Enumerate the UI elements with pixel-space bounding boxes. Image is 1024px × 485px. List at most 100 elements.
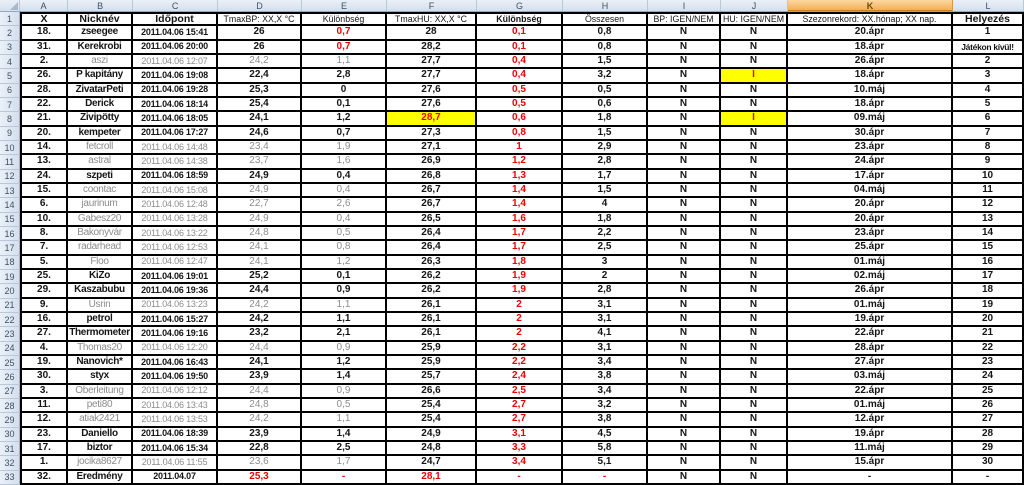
cell-k25[interactable]: 27.ápr [788,355,953,371]
cell-e4[interactable]: 1,1 [302,54,387,70]
cell-l29[interactable]: 27 [953,413,1024,428]
cell-k12[interactable]: 17.ápr [788,169,953,184]
cell-b32[interactable]: jocika8627 [68,456,133,471]
row-header-13[interactable]: 13 [0,183,20,199]
column-header-b[interactable]: B [68,0,133,11]
cell-b30[interactable]: Daniello [68,427,133,442]
cell-f31[interactable]: 24,8 [387,441,477,457]
cell-k5[interactable]: 18.ápr [788,69,953,84]
cell-e7[interactable]: 0,1 [302,97,387,113]
cell-c2[interactable]: 2011.04.06 15:41 [133,26,218,41]
cell-f3[interactable]: 28,2 [387,40,477,55]
cell-a3[interactable]: 31. [20,40,68,55]
cell-a15[interactable]: 10. [20,212,68,227]
cell-f2[interactable]: 28 [387,26,477,41]
cell-d4[interactable]: 24,2 [218,54,302,70]
cell-d3[interactable]: 26 [218,40,302,55]
cell-j21[interactable]: N [721,298,788,313]
cell-c20[interactable]: 2011.04.06 19:36 [133,284,218,299]
cell-i9[interactable]: N [648,126,721,141]
cell-f27[interactable]: 26,6 [387,384,477,399]
cell-d7[interactable]: 25,4 [218,97,302,113]
cell-a27[interactable]: 3. [20,384,68,399]
cell-j33[interactable]: N [721,470,788,485]
cell-l14[interactable]: 12 [953,198,1024,213]
cell-l33[interactable]: - [953,470,1024,485]
cell-g13[interactable]: 1,4 [477,183,563,199]
cell-g4[interactable]: 0,4 [477,54,563,70]
cell-g2[interactable]: 0,1 [477,26,563,41]
row-header-1[interactable]: 1 [0,12,20,27]
cell-l15[interactable]: 13 [953,212,1024,227]
cell-d21[interactable]: 24,2 [218,298,302,313]
cell-h21[interactable]: 3,1 [563,298,648,313]
cell-a7[interactable]: 22. [20,97,68,113]
cell-b8[interactable]: Zivipötty [68,112,133,127]
cell-d24[interactable]: 24,4 [218,341,302,356]
cell-j17[interactable]: N [721,241,788,256]
cell-l3[interactable]: Játékon kívül! [953,40,1024,55]
cell-b25[interactable]: Nanovich* [68,355,133,371]
cell-c3[interactable]: 2011.04.06 20:00 [133,40,218,55]
cell-a10[interactable]: 14. [20,140,68,156]
cell-h5[interactable]: 3,2 [563,69,648,84]
cell-d27[interactable]: 24,4 [218,384,302,399]
cell-b19[interactable]: KiZo [68,269,133,285]
cell-i10[interactable]: N [648,140,721,156]
row-header-33[interactable]: 33 [0,470,20,485]
cell-l23[interactable]: 21 [953,327,1024,342]
cell-b4[interactable]: aszi [68,54,133,70]
cell-b11[interactable]: astral [68,155,133,170]
cell-h20[interactable]: 2,8 [563,284,648,299]
cell-h2[interactable]: 0,8 [563,26,648,41]
cell-d20[interactable]: 24,4 [218,284,302,299]
cell-l13[interactable]: 11 [953,183,1024,199]
cell-j14[interactable]: N [721,198,788,213]
cell-l18[interactable]: 16 [953,255,1024,270]
column-title-cell-l1[interactable]: Helyezés [953,12,1024,27]
cell-i33[interactable]: N [648,470,721,485]
cell-a28[interactable]: 11. [20,398,68,414]
cell-i12[interactable]: N [648,169,721,184]
cell-h33[interactable]: - [563,470,648,485]
cell-i23[interactable]: N [648,327,721,342]
cell-j25[interactable]: N [721,355,788,371]
cell-h13[interactable]: 1,5 [563,183,648,199]
cell-b17[interactable]: radarhead [68,241,133,256]
cell-k2[interactable]: 20.ápr [788,26,953,41]
cell-e5[interactable]: 2,8 [302,69,387,84]
cell-a12[interactable]: 24. [20,169,68,184]
cell-a32[interactable]: 1. [20,456,68,471]
cell-l17[interactable]: 15 [953,241,1024,256]
cell-j18[interactable]: N [721,255,788,270]
cell-g5[interactable]: 0,4 [477,69,563,84]
cell-g8[interactable]: 0,6 [477,112,563,127]
cell-i11[interactable]: N [648,155,721,170]
cell-c15[interactable]: 2011.04.06 13:28 [133,212,218,227]
cell-g33[interactable]: - [477,470,563,485]
row-header-5[interactable]: 5 [0,69,20,84]
cell-i30[interactable]: N [648,427,721,442]
cell-l6[interactable]: 4 [953,83,1024,98]
cell-b31[interactable]: biztor [68,441,133,457]
cell-l22[interactable]: 20 [953,312,1024,328]
cell-h18[interactable]: 3 [563,255,648,270]
row-header-26[interactable]: 26 [0,370,20,385]
cell-l32[interactable]: 30 [953,456,1024,471]
cell-h11[interactable]: 2,8 [563,155,648,170]
cell-l4[interactable]: 2 [953,54,1024,70]
cell-e33[interactable]: - [302,470,387,485]
row-header-31[interactable]: 31 [0,441,20,457]
row-header-19[interactable]: 19 [0,269,20,285]
cell-j23[interactable]: N [721,327,788,342]
cell-i27[interactable]: N [648,384,721,399]
cell-c30[interactable]: 2011.04.06 18:39 [133,427,218,442]
cell-h27[interactable]: 3,4 [563,384,648,399]
cell-d10[interactable]: 23,4 [218,140,302,156]
cell-c4[interactable]: 2011.04.06 12:07 [133,54,218,70]
cell-c17[interactable]: 2011.04.06 12:53 [133,241,218,256]
cell-i6[interactable]: N [648,83,721,98]
column-title-cell-j1[interactable]: HU: IGEN/NEM [721,12,788,27]
cell-k30[interactable]: 19.ápr [788,427,953,442]
cell-f18[interactable]: 26,3 [387,255,477,270]
